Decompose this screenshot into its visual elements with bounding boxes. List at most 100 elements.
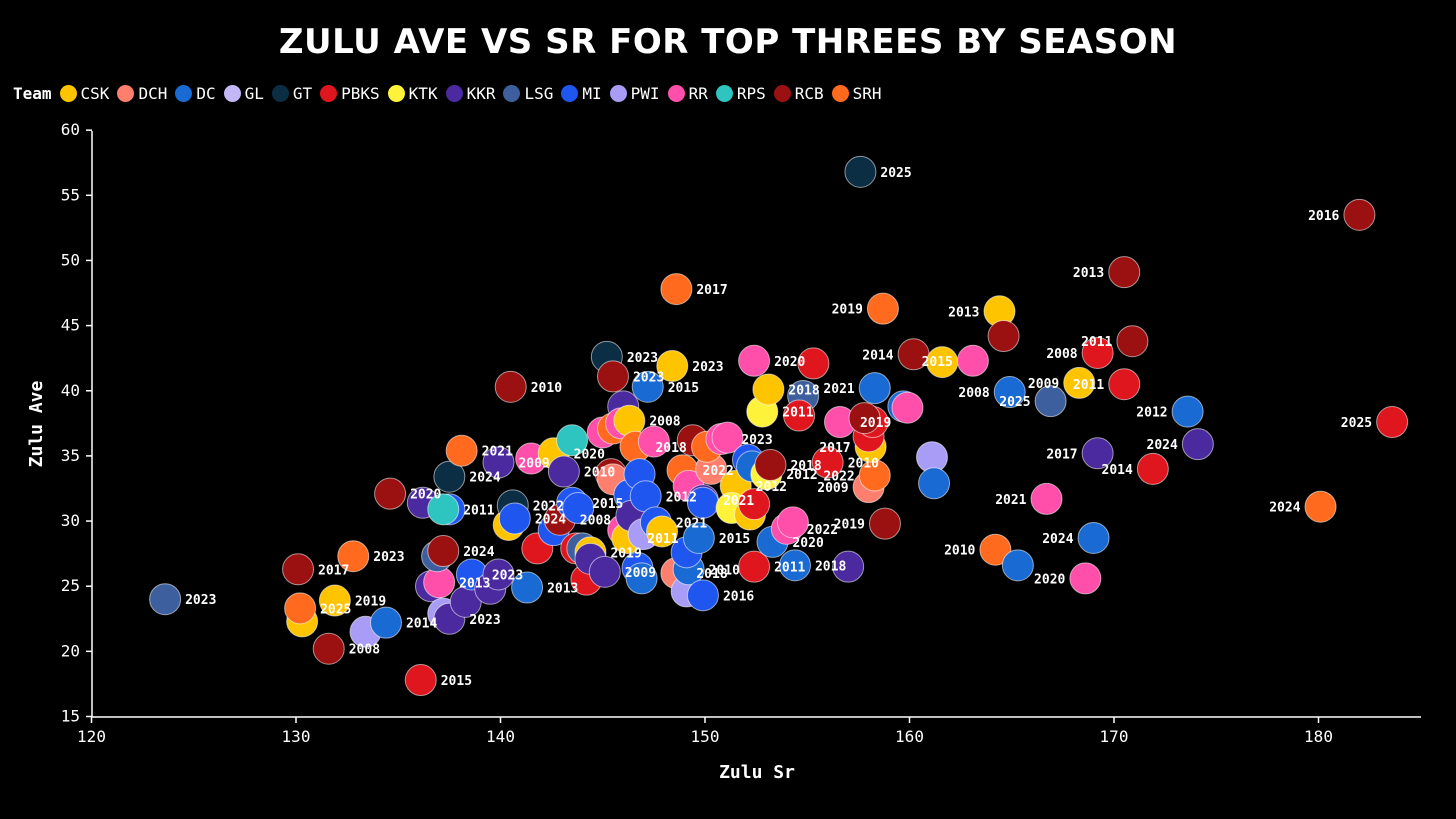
scatter-point-rcb bbox=[596, 360, 629, 393]
legend-item-gl: GL bbox=[223, 84, 264, 103]
scatter-point-gt bbox=[844, 155, 877, 188]
legend-item-dc: DC bbox=[175, 84, 216, 103]
scatter-point-lsg bbox=[149, 583, 182, 616]
scatter-point-csk bbox=[646, 515, 679, 548]
point-label: 2025 bbox=[1341, 416, 1372, 431]
x-tick-label: 160 bbox=[895, 727, 924, 746]
scatter-point-pbks bbox=[1136, 452, 1169, 485]
scatter-point-rcb bbox=[848, 402, 881, 435]
legend-item-rr: RR bbox=[667, 83, 708, 103]
y-tick-label: 25 bbox=[61, 576, 80, 595]
scatter-point-dc bbox=[369, 606, 402, 639]
point-label: 2012 bbox=[786, 468, 817, 483]
x-axis-title: Zulu Sr bbox=[719, 762, 795, 783]
scatter-point-kkr bbox=[1181, 428, 1214, 461]
legend-swatch bbox=[609, 84, 627, 102]
point-label: 2024 bbox=[535, 512, 566, 527]
point-label: 2018 bbox=[655, 441, 686, 456]
scatter-point-lsg bbox=[1034, 385, 1067, 418]
point-label: 2015 bbox=[592, 497, 623, 512]
point-label: 2025 bbox=[320, 602, 351, 617]
point-label: 2021 bbox=[995, 493, 1026, 508]
point-label: 2015 bbox=[441, 674, 472, 689]
scatter-point-srh bbox=[337, 540, 370, 573]
point-label: 2020 bbox=[410, 488, 441, 503]
point-label: 2025 bbox=[880, 166, 911, 181]
legend-label: RR bbox=[688, 83, 708, 103]
point-label: 2008 bbox=[958, 386, 989, 401]
legend-swatch bbox=[320, 84, 338, 102]
scatter-point-rcb bbox=[1343, 198, 1376, 231]
point-label: 2014 bbox=[862, 348, 893, 363]
legend-item-gt: GT bbox=[271, 84, 312, 103]
legend-title: Team bbox=[13, 83, 52, 103]
scatter-point-srh bbox=[866, 292, 899, 325]
legend-label: RPS bbox=[736, 83, 766, 103]
point-label: 2021 bbox=[676, 516, 707, 531]
scatter-point-srh bbox=[660, 273, 693, 306]
y-axis-title: Zulu Ave bbox=[26, 380, 47, 467]
point-label: 2023 bbox=[741, 433, 772, 448]
scatter-point-pbks bbox=[1376, 406, 1409, 439]
point-label: 2008 bbox=[1046, 347, 1077, 362]
legend-label: KTK bbox=[408, 83, 438, 103]
scatter-point-mi bbox=[686, 579, 719, 612]
point-label: 2013 bbox=[948, 305, 979, 320]
legend-swatch bbox=[175, 84, 193, 102]
legend-item-kkr: KKR bbox=[445, 84, 495, 103]
scatter-point-dc bbox=[1077, 521, 1110, 554]
point-label: 2020 bbox=[774, 355, 805, 370]
point-label: 2018 bbox=[696, 567, 727, 582]
y-tick-label: 50 bbox=[61, 250, 80, 269]
scatter-point-dc bbox=[1001, 549, 1034, 582]
scatter-point-srh bbox=[1304, 490, 1337, 523]
legend-label: CSK bbox=[80, 83, 110, 103]
scatter-point-rr bbox=[1069, 562, 1102, 595]
point-label: 2019 bbox=[355, 595, 386, 610]
scatter-point-rcb bbox=[282, 553, 315, 586]
point-label: 2022 bbox=[807, 523, 838, 538]
scatter-point-csk bbox=[1063, 366, 1096, 399]
y-tick-label: 60 bbox=[61, 120, 80, 139]
point-label: 2011 bbox=[463, 503, 494, 518]
legend-label: PBKS bbox=[341, 83, 380, 103]
y-tick-label: 35 bbox=[61, 446, 80, 465]
point-label: 2014 bbox=[1102, 463, 1133, 478]
scatter-point-csk bbox=[656, 349, 689, 382]
x-tick-label: 140 bbox=[486, 727, 515, 746]
point-label: 2024 bbox=[1269, 501, 1300, 516]
point-label: 2008 bbox=[649, 415, 680, 430]
legend-label: RCB bbox=[794, 83, 824, 103]
scatter-point-dc bbox=[625, 562, 658, 595]
point-label: 2020 bbox=[1034, 572, 1065, 587]
legend-label: MI bbox=[582, 83, 602, 103]
point-label: 2016 bbox=[1308, 209, 1339, 224]
scatter-point-rcb bbox=[987, 320, 1020, 353]
scatter-point-dc bbox=[1171, 395, 1204, 428]
y-tick-label: 20 bbox=[61, 641, 80, 660]
scatter-point-rcb bbox=[754, 449, 787, 482]
point-label: 2008 bbox=[580, 514, 611, 529]
point-label: 2010 bbox=[848, 456, 879, 471]
y-tick-label: 45 bbox=[61, 316, 80, 335]
point-label: 2011 bbox=[782, 406, 813, 421]
scatter-point-pbks bbox=[797, 347, 830, 380]
point-label: 2011 bbox=[647, 532, 678, 547]
point-label: 2020 bbox=[792, 536, 823, 551]
point-labels-layer: 2023 2025 2017 2008 2019 2023 2014 2020 2015 2013… bbox=[185, 166, 1372, 689]
scatter-point-pbks bbox=[783, 399, 816, 432]
point-label: 2015 bbox=[922, 355, 953, 370]
scatter-point-rcb bbox=[374, 477, 407, 510]
point-label: 2024 bbox=[1042, 532, 1073, 547]
point-label: 2019 bbox=[832, 303, 863, 318]
legend-swatch bbox=[773, 84, 791, 102]
x-tick-label: 120 bbox=[77, 727, 106, 746]
scatter-point-kkr bbox=[482, 446, 515, 479]
point-label: 2015 bbox=[668, 381, 699, 396]
point-label: 2008 bbox=[349, 643, 380, 658]
legend: Team CSK DCH DC GL GT PBKS KTK KKR LSG MI PWI RR RPS… bbox=[13, 82, 890, 104]
scatter-point-kkr bbox=[832, 550, 865, 583]
legend-swatch bbox=[223, 84, 241, 102]
scatter-point-dc bbox=[918, 467, 951, 500]
y-tick-label: 30 bbox=[61, 511, 80, 530]
